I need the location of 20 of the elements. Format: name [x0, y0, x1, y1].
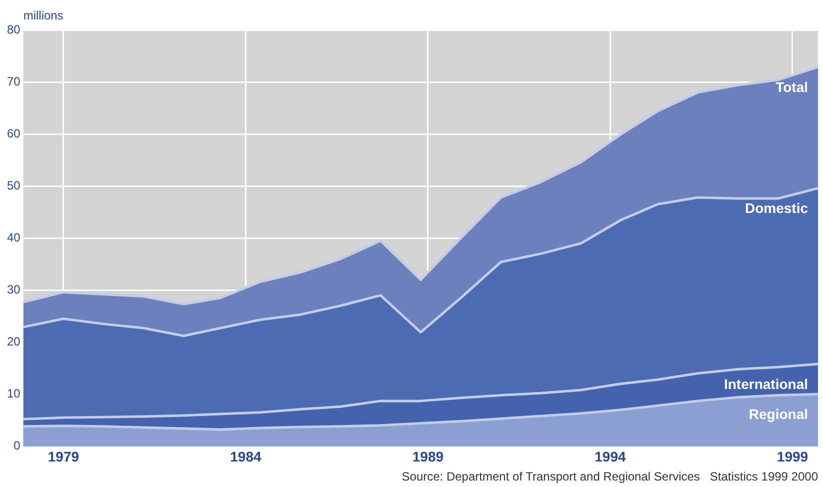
y-tick-label: 40 — [6, 230, 21, 244]
y-tick-label: 0 — [14, 438, 21, 453]
source-note: Source: Department of Transport and Regional Services Statistics 1999 2000 — [402, 469, 818, 484]
series-label: Total — [776, 78, 808, 95]
x-tick-label: 1999 — [776, 448, 808, 464]
x-tick-label: 1989 — [412, 448, 444, 464]
x-tick-label: 1979 — [48, 448, 80, 464]
y-tick-label: 10 — [6, 386, 21, 400]
y-tick-label: 80 — [6, 22, 21, 36]
y-axis-title: millions — [23, 8, 64, 22]
y-tick-label: 30 — [6, 282, 21, 296]
x-tick-label: 1994 — [594, 448, 626, 464]
y-tick-label: 60 — [6, 126, 21, 140]
series-label: Domestic — [744, 200, 808, 216]
series-label: International — [724, 376, 808, 392]
y-tick-label: 20 — [6, 334, 21, 348]
series-label: Regional — [748, 406, 808, 422]
x-tick-label: 1984 — [230, 448, 262, 464]
y-tick-label: 50 — [6, 178, 21, 192]
y-tick-label: 70 — [6, 74, 21, 88]
